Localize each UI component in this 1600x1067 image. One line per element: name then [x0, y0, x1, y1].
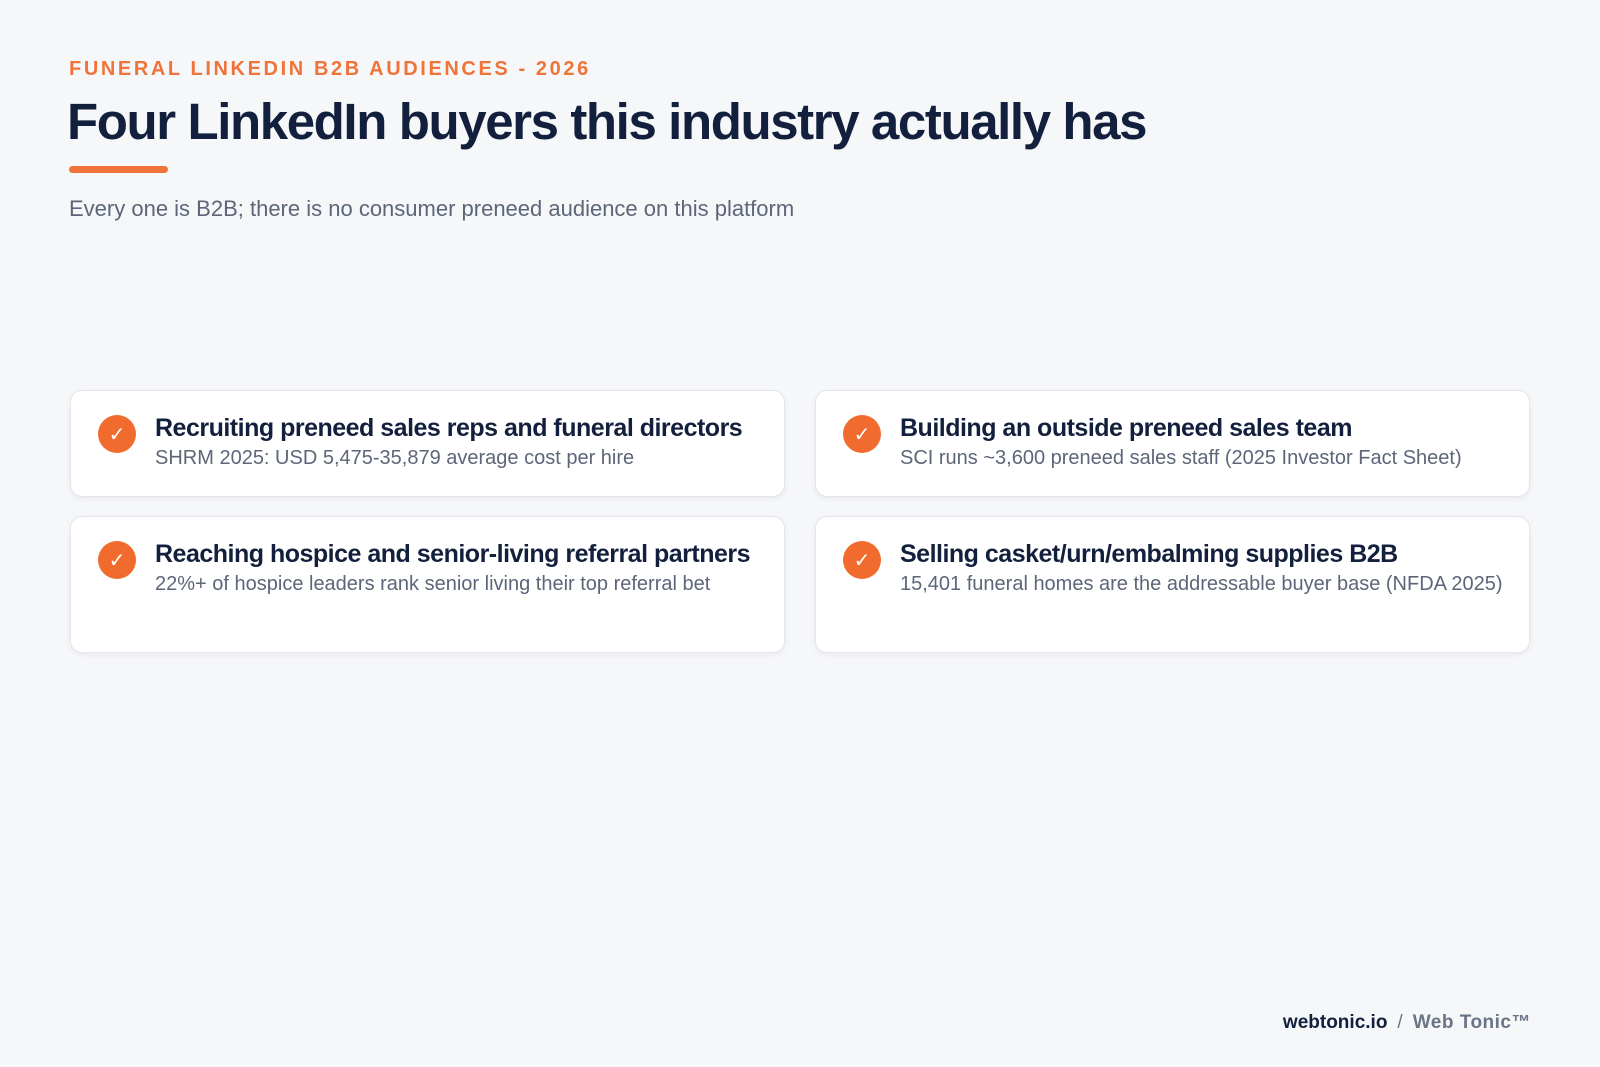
card-description: SCI runs ~3,600 preneed sales staff (202… — [900, 447, 1462, 469]
footer-brand: Web Tonic™ — [1412, 1012, 1531, 1033]
check-icon: ✓ — [843, 415, 881, 453]
check-icon: ✓ — [98, 541, 136, 579]
card-text: Building an outside preneed sales team S… — [900, 413, 1505, 474]
audience-card: ✓ Building an outside preneed sales team… — [815, 390, 1530, 497]
card-title: Building an outside preneed sales team — [900, 414, 1352, 442]
check-icon: ✓ — [98, 415, 136, 453]
audience-card: ✓ Recruiting preneed sales reps and fune… — [70, 390, 785, 497]
eyebrow-label: FUNERAL LINKEDIN B2B AUDIENCES - 2026 — [69, 58, 591, 80]
card-title: Recruiting preneed sales reps and funera… — [155, 414, 743, 442]
card-title: Reaching hospice and senior-living refer… — [155, 540, 751, 568]
title-underline — [69, 166, 168, 173]
card-description: 22%+ of hospice leaders rank senior livi… — [155, 573, 711, 595]
footer-credit: webtonic.io / Web Tonic™ — [1283, 1012, 1531, 1034]
page-title: Four LinkedIn buyers this industry actua… — [67, 93, 1148, 150]
audience-card: ✓ Selling casket/urn/embalming supplies … — [815, 516, 1530, 653]
card-description: 15,401 funeral homes are the addressable… — [900, 573, 1503, 595]
footer-site-link[interactable]: webtonic.io — [1282, 1012, 1388, 1033]
card-text: Selling casket/urn/embalming supplies B2… — [900, 539, 1505, 600]
audience-card: ✓ Reaching hospice and senior-living ref… — [70, 516, 785, 653]
card-description: SHRM 2025: USD 5,475-35,879 average cost… — [155, 447, 635, 469]
check-icon: ✓ — [843, 541, 881, 579]
card-title: Selling casket/urn/embalming supplies B2… — [900, 540, 1398, 568]
audience-grid: ✓ Recruiting preneed sales reps and fune… — [70, 390, 1530, 653]
page-subtitle: Every one is B2B; there is no consumer p… — [69, 196, 795, 221]
footer-separator: / — [1397, 1012, 1403, 1033]
card-text: Reaching hospice and senior-living refer… — [155, 539, 760, 600]
card-text: Recruiting preneed sales reps and funera… — [155, 413, 760, 474]
